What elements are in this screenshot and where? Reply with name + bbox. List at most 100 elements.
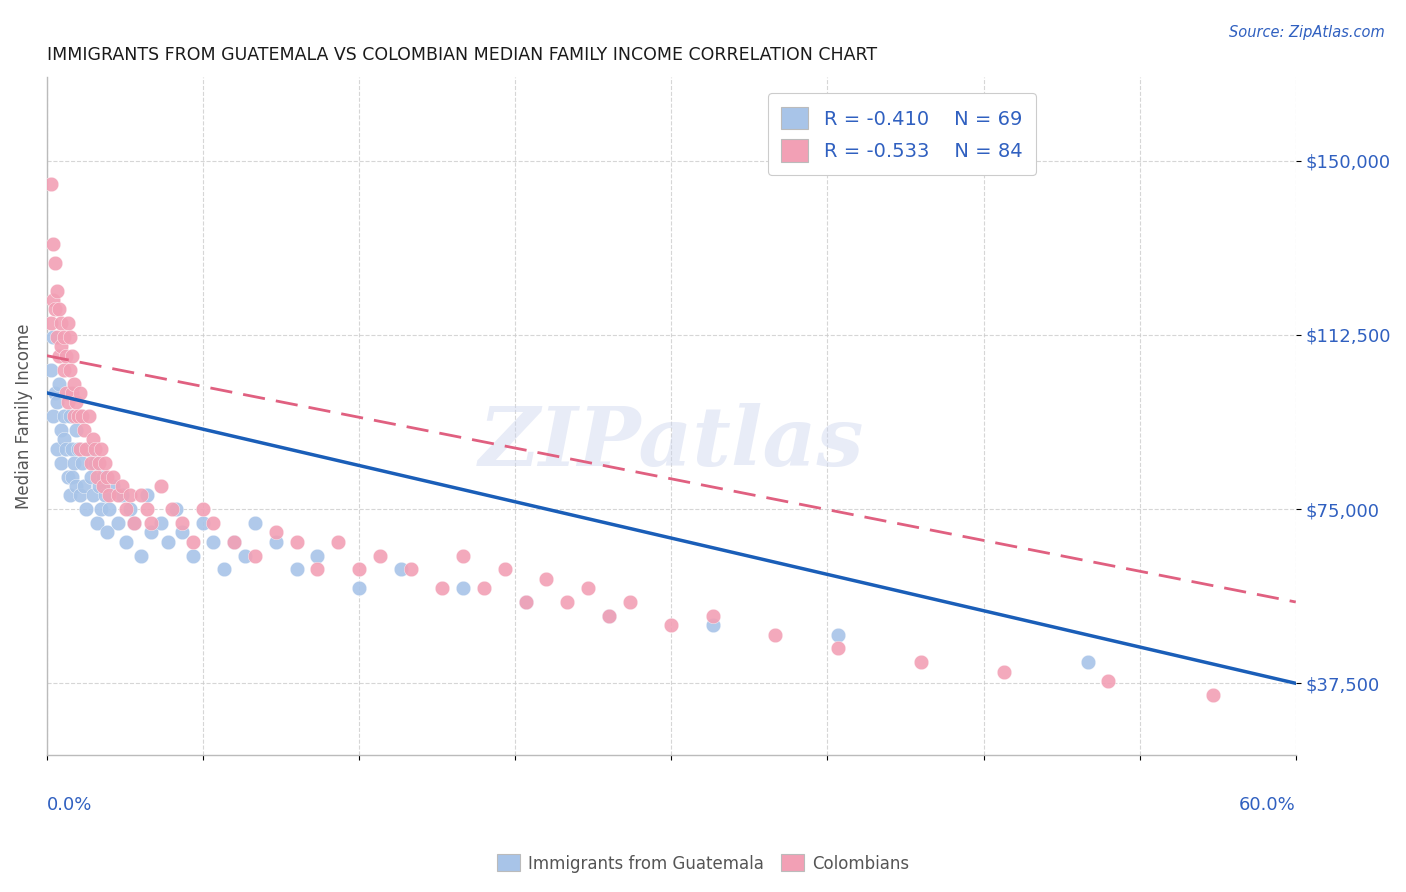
- Point: [51, 456, 73, 470]
- Point: [576, 581, 599, 595]
- Point: [69, 442, 91, 456]
- Point: [60, 442, 83, 456]
- Point: [44, 256, 66, 270]
- Point: [202, 516, 225, 530]
- Point: [87, 456, 110, 470]
- Point: [56, 395, 79, 409]
- Text: ZIPatlas: ZIPatlas: [478, 403, 865, 483]
- Point: [139, 516, 162, 530]
- Point: [55, 385, 77, 400]
- Point: [399, 562, 422, 576]
- Point: [827, 641, 849, 656]
- Point: [91, 469, 114, 483]
- Point: [59, 488, 82, 502]
- Point: [285, 562, 308, 576]
- Point: [763, 627, 786, 641]
- Point: [87, 479, 110, 493]
- Point: [1097, 673, 1119, 688]
- Point: [598, 609, 620, 624]
- Point: [48, 376, 70, 391]
- Point: [77, 409, 100, 424]
- Point: [75, 442, 97, 456]
- Point: [48, 302, 70, 317]
- Point: [69, 385, 91, 400]
- Point: [472, 581, 495, 595]
- Point: [515, 595, 537, 609]
- Point: [702, 609, 724, 624]
- Point: [42, 330, 65, 344]
- Point: [56, 469, 79, 483]
- Point: [1201, 688, 1223, 702]
- Point: [120, 488, 142, 502]
- Point: [191, 516, 214, 530]
- Point: [94, 456, 117, 470]
- Point: [42, 293, 65, 307]
- Point: [60, 349, 83, 363]
- Point: [44, 385, 66, 400]
- Point: [98, 502, 121, 516]
- Point: [103, 479, 125, 493]
- Point: [347, 562, 370, 576]
- Point: [39, 316, 62, 330]
- Point: [91, 479, 114, 493]
- Point: [60, 385, 83, 400]
- Point: [494, 562, 516, 576]
- Point: [536, 572, 558, 586]
- Point: [69, 488, 91, 502]
- Point: [150, 516, 173, 530]
- Point: [52, 330, 75, 344]
- Point: [79, 469, 101, 483]
- Point: [72, 456, 94, 470]
- Point: [69, 409, 91, 424]
- Y-axis label: Median Family Income: Median Family Income: [15, 324, 32, 508]
- Point: [124, 516, 146, 530]
- Point: [702, 618, 724, 632]
- Point: [107, 488, 129, 502]
- Point: [67, 409, 90, 424]
- Point: [165, 502, 187, 516]
- Text: Source: ZipAtlas.com: Source: ZipAtlas.com: [1229, 25, 1385, 40]
- Point: [65, 479, 87, 493]
- Point: [82, 488, 104, 502]
- Point: [86, 516, 108, 530]
- Point: [52, 433, 75, 447]
- Point: [98, 488, 121, 502]
- Point: [90, 442, 112, 456]
- Point: [59, 362, 82, 376]
- Point: [46, 284, 69, 298]
- Point: [94, 488, 117, 502]
- Point: [51, 423, 73, 437]
- Point: [156, 534, 179, 549]
- Point: [60, 469, 83, 483]
- Point: [993, 665, 1015, 679]
- Point: [63, 409, 86, 424]
- Point: [90, 502, 112, 516]
- Point: [264, 534, 287, 549]
- Point: [212, 562, 235, 576]
- Point: [224, 534, 246, 549]
- Point: [515, 595, 537, 609]
- Point: [910, 656, 932, 670]
- Point: [55, 442, 77, 456]
- Point: [75, 502, 97, 516]
- Point: [65, 395, 87, 409]
- Point: [42, 409, 65, 424]
- Point: [451, 549, 474, 563]
- Point: [328, 534, 350, 549]
- Point: [827, 627, 849, 641]
- Point: [44, 302, 66, 317]
- Point: [67, 442, 90, 456]
- Point: [82, 433, 104, 447]
- Point: [107, 516, 129, 530]
- Point: [659, 618, 682, 632]
- Point: [86, 469, 108, 483]
- Point: [139, 525, 162, 540]
- Point: [243, 549, 266, 563]
- Point: [224, 534, 246, 549]
- Point: [111, 488, 134, 502]
- Point: [83, 456, 105, 470]
- Point: [347, 581, 370, 595]
- Point: [191, 502, 214, 516]
- Point: [150, 479, 173, 493]
- Point: [264, 525, 287, 540]
